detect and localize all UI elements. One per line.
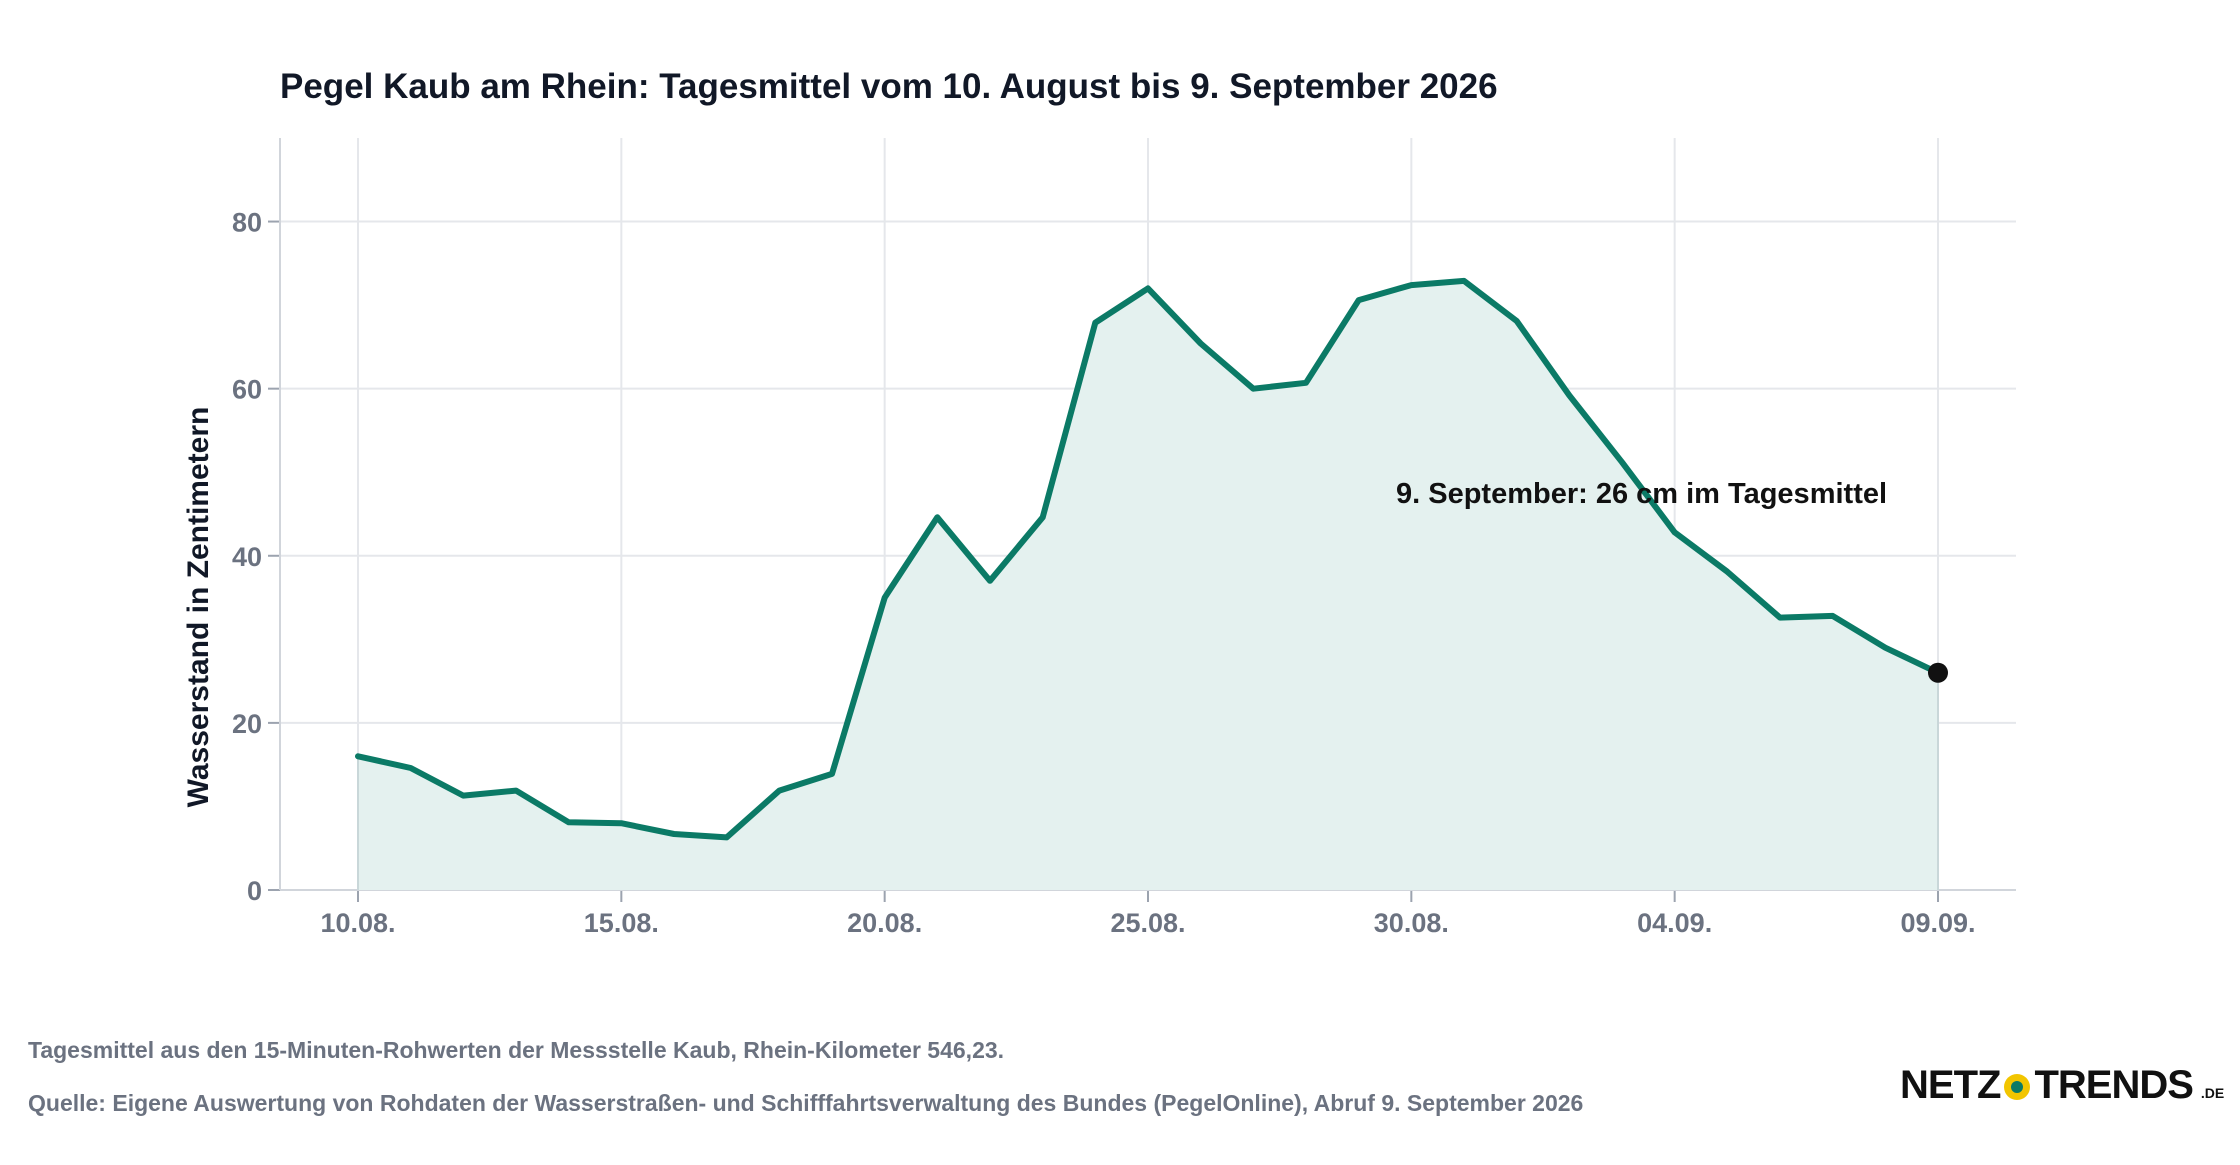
footnote-note: Tagesmittel aus den 15-Minuten-Rohwerten… xyxy=(28,1037,1005,1063)
logo-text-trends: TRENDS xyxy=(2034,1063,2193,1107)
data-marks xyxy=(355,277,1948,841)
highlight-marker xyxy=(1928,662,1948,683)
footnote-source: Quelle: Eigene Auswertung von Rohdaten d… xyxy=(28,1090,1584,1116)
area-fill xyxy=(358,280,1938,890)
y-tick-label: 80 xyxy=(232,208,262,238)
x-tick-label: 15.08. xyxy=(584,908,659,938)
logo-dot-icon xyxy=(2004,1074,2031,1100)
y-tick-label: 0 xyxy=(247,876,262,906)
series-line xyxy=(355,277,1941,841)
y-tick-label: 60 xyxy=(232,375,262,405)
x-tick-label: 20.08. xyxy=(847,908,922,938)
chart-title: Pegel Kaub am Rhein: Tagesmittel vom 10.… xyxy=(280,67,1498,106)
tick-labels: 0 20 40 60 80 10.08. 15.08. 20.08. 25.08. 30.08. 0… xyxy=(232,208,1976,938)
y-tick-label: 20 xyxy=(232,709,262,739)
x-tick-label: 10.08. xyxy=(320,908,395,938)
x-tick-label: 09.09. xyxy=(1900,908,1975,938)
area-fill-layer xyxy=(357,280,1939,890)
logo-text-netz: NETZ xyxy=(1900,1063,2001,1107)
x-tick-label: 25.08. xyxy=(1110,908,1185,938)
highlight-annotation: 9. September: 26 cm im Tagesmittel xyxy=(1396,478,1887,510)
x-tick-label: 30.08. xyxy=(1374,908,1449,938)
y-axis-label: Wasserstand in Zentimetern xyxy=(182,407,215,808)
y-tick-label: 40 xyxy=(232,542,262,572)
x-tick-label: 04.09. xyxy=(1637,908,1712,938)
brand-logo: NETZ TRENDS .DE xyxy=(1900,1063,2224,1113)
logo-tld: .DE xyxy=(2200,1085,2225,1101)
